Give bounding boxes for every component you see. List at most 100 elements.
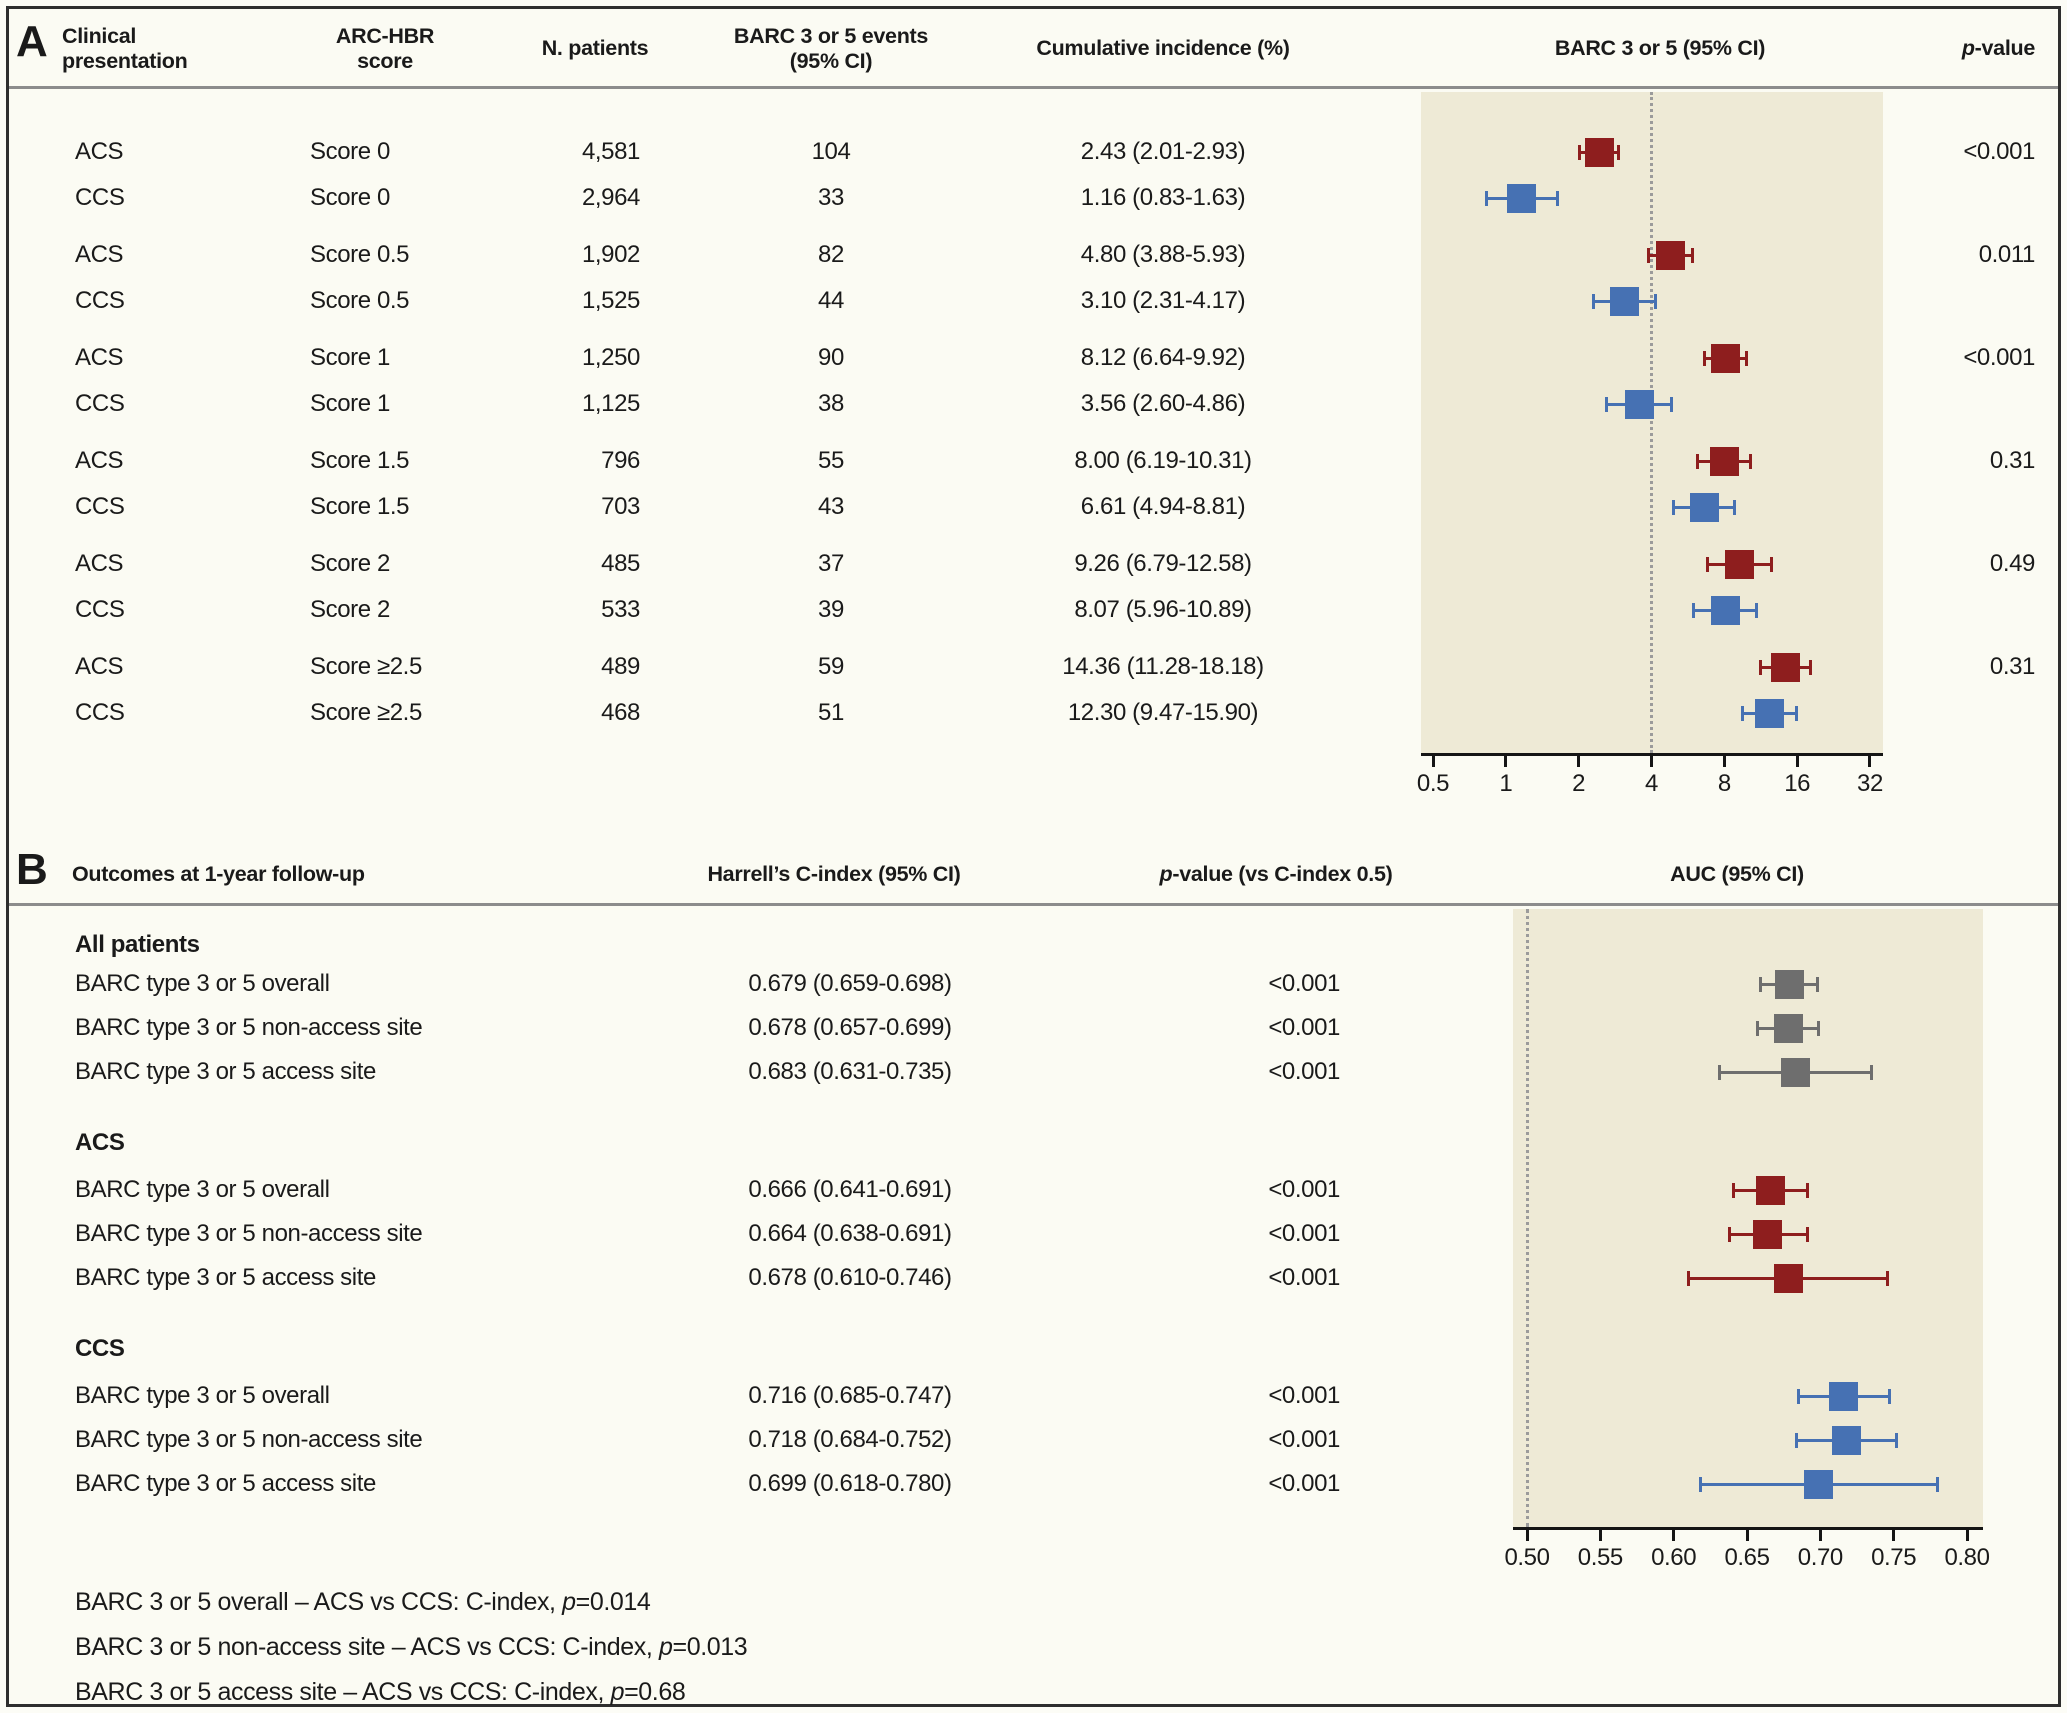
ci-cap-high [1617,144,1621,160]
ci-cap-low [1717,1064,1721,1080]
x-axis-tick [1965,1530,1969,1541]
column-header-c-index: Harrell’s C-index (95% CI) [707,862,961,886]
ci-cap-high [1755,602,1759,618]
panel-b-plot-area [1513,909,1983,1527]
n-patients-cell: 1,902 [581,241,640,268]
ci-cap-high [1794,705,1798,721]
forest-marker [1506,183,1536,213]
group-header: CCS [75,1335,125,1362]
x-axis-tick [1598,1530,1602,1541]
ci-cap-high [1815,976,1819,992]
ci-cap-low [1592,293,1596,309]
ci-cap-low [1695,453,1699,469]
x-axis-tick [1722,756,1726,767]
ci-cap-low [1740,705,1744,721]
x-axis-tick-label: 32 [1857,770,1883,797]
ci-cap-high [1732,499,1736,515]
score-cell: Score ≥2.5 [310,699,422,726]
events-cell: 43 [818,493,844,520]
c-index-cell: 0.664 (0.638-0.691) [748,1220,952,1247]
x-axis-tick-label: 1 [1499,770,1513,797]
n-patients-cell: 796 [601,447,640,474]
column-header-clinical-presentation: Clinical presentation [62,24,188,73]
p-value-cell: 0.011 [1978,241,2036,268]
score-cell: Score 1 [310,344,390,371]
score-cell: Score 0 [310,184,390,211]
events-cell: 39 [818,596,844,623]
events-cell: 44 [818,287,844,314]
cumulative-incidence-cell: 8.12 (6.64-9.92) [1080,344,1246,371]
n-patients-cell: 489 [601,653,640,680]
ci-cap-low [1705,556,1709,572]
cumulative-incidence-cell: 12.30 (9.47-15.90) [1067,699,1259,726]
p-value-cell: 0.49 [1989,550,2036,577]
presentation-cell: ACS [75,344,124,371]
x-axis-tick-label: 0.75 [1871,1544,1917,1571]
ci-cap-low [1604,396,1608,412]
ci-cap-high [1691,247,1695,263]
x-axis-tick-label: 0.80 [1944,1544,1990,1571]
cumulative-incidence-cell: 2.43 (2.01-2.93) [1080,138,1246,165]
x-axis-tick-label: 0.50 [1504,1544,1550,1571]
forest-marker [1755,1175,1785,1205]
score-cell: Score 0.5 [310,287,410,314]
column-header-n-patients: N. patients [541,36,649,60]
n-patients-cell: 468 [601,699,640,726]
p-value-cell: <0.001 [1268,1014,1340,1041]
forest-marker [1773,1263,1803,1293]
cumulative-incidence-cell: 14.36 (11.28-18.18) [1062,653,1264,680]
outcome-label-cell: BARC type 3 or 5 overall [75,970,330,997]
x-axis-tick-label: 0.5 [1416,770,1450,797]
p-value-cell: <0.001 [1268,1426,1340,1453]
forest-marker [1771,652,1801,682]
presentation-cell: ACS [75,653,124,680]
events-cell: 90 [818,344,844,371]
events-cell: 37 [818,550,844,577]
x-axis-tick-label: 2 [1572,770,1586,797]
p-value-cell: 0.31 [1989,653,2036,680]
score-cell: Score 0.5 [310,241,410,268]
presentation-cell: CCS [75,493,125,520]
n-patients-cell: 1,525 [581,287,640,314]
forest-marker [1711,343,1741,373]
score-cell: Score ≥2.5 [310,653,422,680]
panel-a-header-separator [9,86,2058,89]
n-patients-cell: 2,964 [581,184,640,211]
group-header: All patients [75,931,200,958]
x-axis-tick [1431,756,1435,767]
c-index-cell: 0.699 (0.618-0.780) [748,1470,952,1497]
score-cell: Score 1.5 [310,493,410,520]
events-cell: 82 [818,241,844,268]
p-value-cell: 0.31 [1989,447,2036,474]
panel-a-label: A [16,17,48,66]
column-header-p-value-vs-05: p-value (vs C-index 0.5) [1159,862,1393,886]
ci-cap-low [1758,976,1762,992]
x-axis-tick [1649,756,1653,767]
ci-cap-high [1654,293,1658,309]
forest-marker [1780,1057,1810,1087]
events-cell: 59 [818,653,844,680]
ci-cap-high [1887,1388,1891,1404]
c-index-cell: 0.666 (0.641-0.691) [748,1176,952,1203]
forest-marker [1773,1013,1803,1043]
forest-marker [1710,595,1740,625]
ci-cap-low [1686,1270,1690,1286]
score-cell: Score 1 [310,390,390,417]
p-value-cell: <0.001 [1268,1264,1340,1291]
n-patients-cell: 703 [601,493,640,520]
outcome-label-cell: BARC type 3 or 5 overall [75,1176,330,1203]
cumulative-incidence-cell: 8.00 (6.19-10.31) [1074,447,1252,474]
p-value-cell: <0.001 [1268,970,1340,997]
forest-marker [1624,389,1654,419]
score-cell: Score 0 [310,138,390,165]
outcome-label-cell: BARC type 3 or 5 access site [75,1058,376,1085]
ci-cap-low [1484,190,1488,206]
ci-cap-low [1732,1182,1736,1198]
p-value-cell: <0.001 [1963,138,2035,165]
x-axis-line [1513,1527,1983,1530]
ci-cap-low [1646,247,1650,263]
n-patients-cell: 1,125 [581,390,640,417]
ci-cap-low [1577,144,1581,160]
score-cell: Score 2 [310,596,390,623]
